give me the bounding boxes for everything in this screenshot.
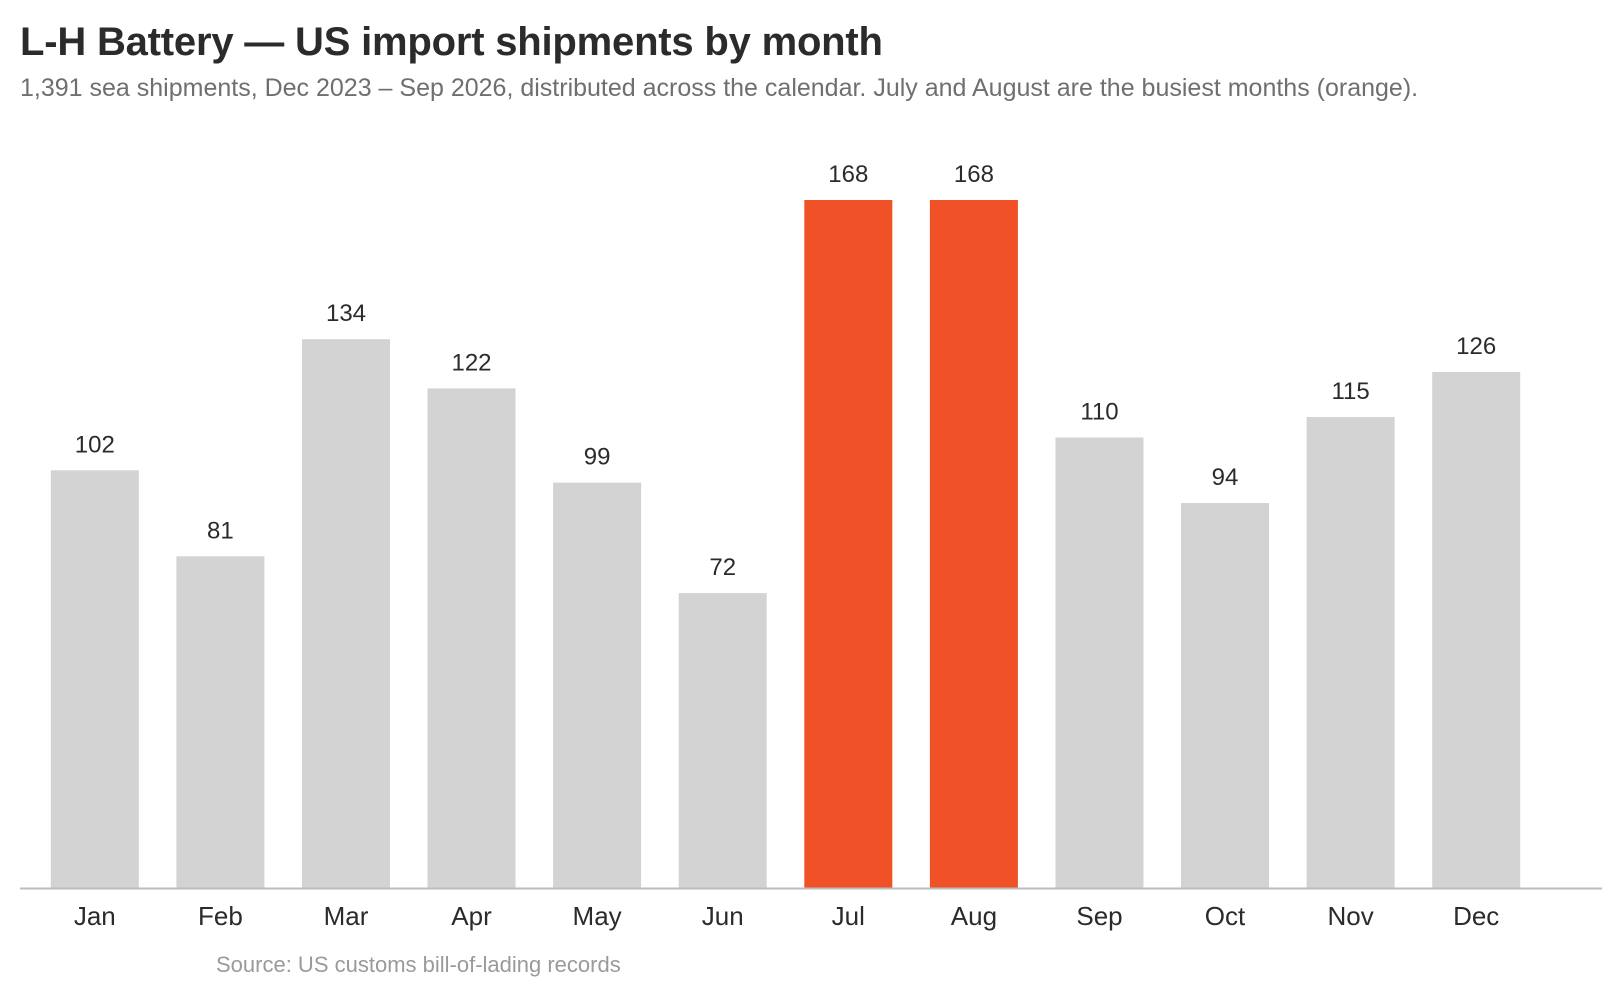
value-label-jan: 102 — [75, 431, 115, 458]
value-label-nov: 115 — [1331, 378, 1369, 405]
bars-group — [50, 200, 1521, 888]
value-label-dec: 126 — [1456, 333, 1496, 360]
category-label-feb: Feb — [198, 901, 243, 931]
category-label-apr: Apr — [451, 901, 492, 931]
bar-may — [553, 482, 642, 888]
category-label-dec: Dec — [1453, 901, 1499, 931]
bar-nov — [1306, 417, 1395, 888]
category-label-may: May — [573, 901, 622, 931]
bar-dec — [1432, 372, 1521, 888]
bar-sep — [1055, 437, 1144, 888]
category-label-nov: Nov — [1327, 901, 1373, 931]
bar-oct — [1181, 503, 1269, 888]
category-label-mar: Mar — [324, 901, 369, 931]
category-label-jul: Jul — [832, 901, 865, 931]
value-label-sep: 110 — [1080, 399, 1118, 426]
category-label-oct: Oct — [1205, 901, 1246, 931]
chart-subtitle: 1,391 sea shipments, Dec 2023 – Sep 2026… — [20, 74, 1419, 102]
value-label-jul: 168 — [828, 161, 868, 188]
bar-jan — [50, 470, 139, 888]
category-label-sep: Sep — [1076, 901, 1122, 931]
chart-title: L-H Battery — US import shipments by mon… — [20, 20, 883, 64]
bar-jun — [678, 593, 767, 888]
bar-apr — [427, 388, 516, 888]
bar-aug — [929, 200, 1018, 888]
category-label-aug: Aug — [951, 901, 997, 931]
value-label-may: 99 — [584, 444, 611, 471]
value-label-oct: 94 — [1212, 464, 1239, 491]
category-label-jun: Jun — [702, 901, 744, 931]
bar-mar — [302, 339, 390, 888]
source-note: Source: US customs bill-of-lading record… — [216, 952, 621, 977]
category-labels-group: Jan Feb Mar Apr May Jun Jul Aug Sep Oct Nov Dec — [74, 901, 1499, 931]
bar-feb — [176, 556, 265, 888]
category-label-jan: Jan — [74, 901, 116, 931]
value-label-jun: 72 — [709, 554, 736, 581]
value-label-feb: 81 — [207, 517, 234, 544]
value-label-mar: 134 — [326, 300, 366, 327]
bar-jul — [804, 200, 893, 888]
value-label-apr: 122 — [451, 349, 491, 376]
value-label-aug: 168 — [954, 161, 994, 188]
value-labels-group: 102 81 134 122 99 72 168 168 110 94 115 126 — [75, 161, 1496, 581]
